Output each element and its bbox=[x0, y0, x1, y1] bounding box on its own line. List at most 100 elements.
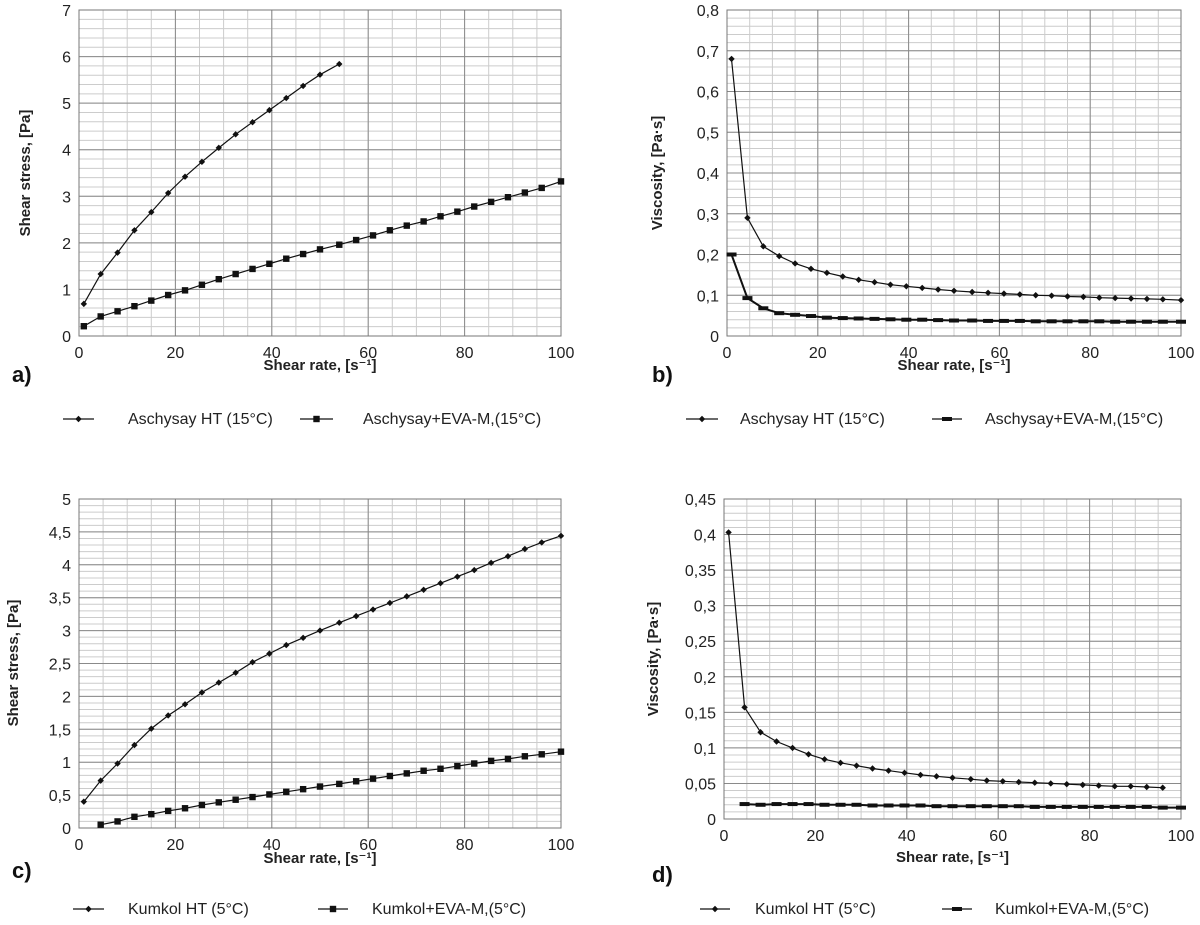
y-tick-label: 1 bbox=[62, 755, 71, 772]
series-2 bbox=[97, 748, 565, 828]
legend-marker bbox=[698, 415, 706, 423]
data-point bbox=[1013, 804, 1024, 809]
data-point bbox=[807, 265, 815, 272]
x-tick-label: 100 bbox=[1168, 345, 1195, 362]
legend-entry: Kumkol HT (5°C) bbox=[73, 901, 249, 918]
x-tick-label: 80 bbox=[1081, 828, 1099, 845]
data-point bbox=[232, 131, 239, 138]
data-point bbox=[1177, 296, 1185, 304]
x-tick-label: 20 bbox=[809, 345, 827, 362]
data-point bbox=[901, 317, 912, 322]
data-point bbox=[198, 281, 206, 288]
data-point bbox=[1077, 804, 1088, 809]
data-point bbox=[316, 627, 324, 634]
data-point bbox=[999, 778, 1006, 785]
data-point bbox=[1063, 780, 1070, 788]
data-point bbox=[758, 306, 769, 311]
data-point bbox=[198, 689, 206, 696]
data-point bbox=[131, 813, 138, 821]
data-point bbox=[283, 788, 290, 796]
data-point bbox=[181, 173, 189, 180]
chart-panel-a: 0 1 2 3 4 5 6 7 0 20 40 60 80 100 Shear stress, [Pa] Sh… bbox=[12, 3, 574, 428]
y-tick-label: 0,45 bbox=[685, 492, 716, 509]
data-point bbox=[249, 119, 256, 126]
y-tick-label: 0,5 bbox=[49, 788, 71, 805]
data-point bbox=[266, 260, 273, 268]
data-point bbox=[821, 756, 828, 763]
y-tick-label: 0,4 bbox=[694, 528, 716, 545]
legend-entry: Kumkol+EVA-M,(5°C) bbox=[318, 901, 526, 918]
data-point bbox=[1048, 292, 1055, 299]
data-point bbox=[967, 318, 978, 323]
data-point bbox=[504, 755, 512, 763]
series-1 bbox=[725, 529, 1166, 791]
legend-marker bbox=[329, 905, 337, 913]
y-tick-label: 0,15 bbox=[685, 705, 716, 722]
data-point bbox=[741, 704, 748, 711]
data-point bbox=[249, 658, 256, 666]
series-line bbox=[730, 58, 1182, 301]
data-point bbox=[1096, 294, 1103, 301]
data-point bbox=[148, 297, 155, 304]
data-point bbox=[557, 178, 565, 185]
y-tick-label: 2 bbox=[62, 689, 71, 706]
major-grid bbox=[726, 9, 1182, 337]
legend-entry: Kumkol+EVA-M,(5°C) bbox=[942, 901, 1149, 918]
y-axis-label: Viscosity, [Pa·s] bbox=[649, 116, 666, 231]
data-point bbox=[164, 291, 172, 299]
data-point bbox=[853, 316, 864, 321]
data-point bbox=[386, 227, 394, 234]
data-point bbox=[981, 804, 992, 809]
data-point bbox=[805, 314, 816, 319]
data-point bbox=[97, 821, 104, 828]
data-point bbox=[454, 762, 461, 770]
y-tick-label: 0,4 bbox=[697, 166, 719, 183]
data-point bbox=[851, 802, 862, 807]
data-point bbox=[403, 770, 410, 777]
data-point bbox=[131, 741, 138, 749]
data-point bbox=[983, 777, 990, 784]
x-tick-label: 0 bbox=[720, 828, 729, 845]
minor-grid bbox=[723, 498, 1182, 820]
data-point bbox=[336, 780, 343, 788]
data-point bbox=[538, 184, 545, 192]
y-tick-label: 4 bbox=[62, 143, 71, 160]
data-point bbox=[1045, 804, 1056, 809]
data-point bbox=[1157, 805, 1168, 810]
panel-label: d) bbox=[652, 862, 673, 887]
data-point bbox=[903, 283, 910, 290]
data-point bbox=[454, 208, 461, 215]
x-tick-label: 100 bbox=[1168, 828, 1195, 845]
y-tick-label: 0,05 bbox=[685, 776, 716, 793]
series-2 bbox=[80, 178, 565, 330]
data-point bbox=[403, 222, 410, 229]
data-point bbox=[917, 317, 928, 322]
data-point bbox=[885, 317, 896, 322]
x-tick-label: 40 bbox=[900, 345, 918, 362]
data-point bbox=[164, 807, 172, 815]
x-axis-label: Shear rate, [s⁻¹] bbox=[264, 357, 377, 374]
data-point bbox=[538, 751, 545, 758]
data-point bbox=[316, 246, 324, 253]
data-point bbox=[386, 772, 394, 780]
data-point bbox=[249, 793, 256, 801]
y-tick-label: 6 bbox=[62, 50, 71, 67]
y-tick-label: 5 bbox=[62, 96, 71, 113]
y-tick-label: 0,3 bbox=[694, 599, 716, 616]
data-point bbox=[871, 279, 878, 286]
data-point bbox=[790, 312, 801, 317]
data-point bbox=[1110, 319, 1121, 324]
data-point bbox=[742, 296, 753, 301]
x-tick-label: 100 bbox=[548, 837, 575, 854]
y-axis-label: Viscosity, [Pa·s] bbox=[645, 602, 662, 717]
data-point bbox=[1000, 290, 1008, 297]
x-tick-label: 0 bbox=[75, 837, 84, 854]
series-1 bbox=[728, 55, 1185, 304]
data-point bbox=[97, 313, 104, 320]
data-point bbox=[97, 777, 104, 784]
data-point bbox=[504, 553, 512, 560]
data-point bbox=[837, 759, 844, 767]
data-point bbox=[80, 323, 88, 330]
y-tick-label: 0,25 bbox=[685, 634, 716, 651]
x-tick-label: 60 bbox=[991, 345, 1009, 362]
